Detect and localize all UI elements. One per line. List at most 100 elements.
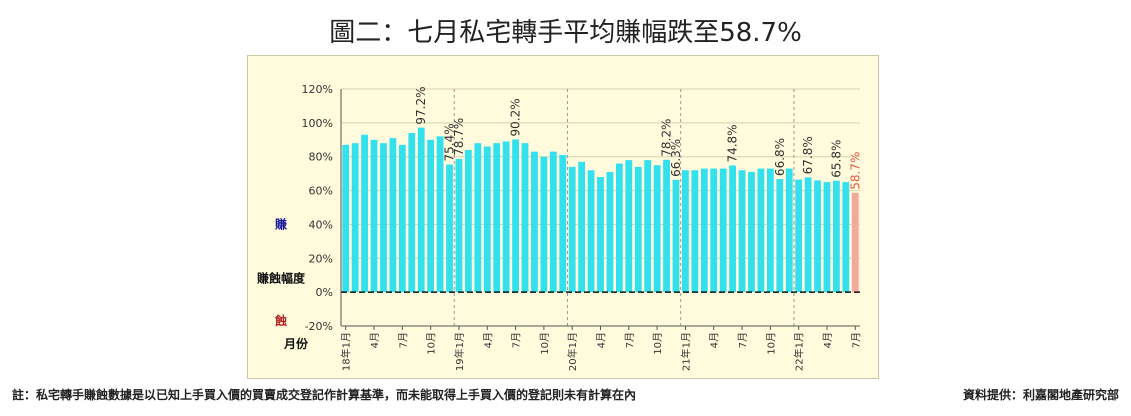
bar (398, 144, 406, 293)
bar (531, 151, 538, 293)
bar (493, 143, 501, 293)
x-tick-label: 7月 (511, 332, 523, 348)
y-tick-label: 40% (309, 218, 333, 231)
y-tick-label: 80% (309, 151, 333, 164)
x-tick-label: 4月 (596, 332, 608, 348)
bar (757, 168, 765, 293)
gain-label: 賺 (275, 216, 287, 231)
x-tick-label: 22年1月 (793, 332, 806, 371)
bar (851, 192, 859, 293)
x-tick-label: 21年1月 (679, 332, 692, 371)
bar (540, 156, 548, 293)
bar (710, 168, 718, 293)
bar (512, 139, 519, 293)
bar (766, 168, 774, 293)
x-tick-label: 20年1月 (566, 332, 579, 371)
bar (672, 179, 680, 293)
bar (842, 182, 850, 293)
x-tick-label: 7月 (850, 332, 862, 348)
bar (615, 163, 623, 293)
x-tick-label: 10月 (652, 332, 664, 355)
bar (738, 170, 746, 293)
bar (417, 127, 425, 293)
footnote: 註：私宅轉手賺蝕數據是以已知上手買入價的買賣成交登記作計算基準，而未能取得上手買… (12, 388, 637, 402)
bar-chart: -20% 0% 20% 40% 60% 80% 100% 120% 18年1月 4月 7月 10月 19… (257, 83, 862, 371)
y-tick-label: 120% (302, 83, 333, 96)
bar (691, 170, 699, 293)
data-label: 66.8% (773, 138, 787, 176)
x-tick-label: 7月 (737, 332, 749, 348)
y-tick-label: -20% (305, 320, 333, 333)
data-label: 75.4% (443, 123, 457, 161)
data-label: 58.7% (848, 152, 862, 190)
data-label: 90.2% (509, 98, 523, 136)
bar (380, 143, 387, 293)
bar (823, 182, 831, 293)
bar (700, 168, 708, 293)
bar (370, 139, 378, 293)
bar (833, 180, 840, 293)
bar (597, 177, 604, 293)
x-tick-label: 4月 (369, 332, 381, 348)
x-tick-label: 4月 (822, 332, 834, 348)
x-tick-label: 10月 (426, 332, 438, 355)
loss-label: 蝕 (274, 313, 287, 328)
bar (559, 155, 567, 293)
x-tick-label: 4月 (482, 332, 494, 348)
y-tick-label: 100% (302, 117, 333, 130)
data-label: 97.2% (414, 86, 428, 124)
bar (653, 165, 661, 293)
x-tick-label: 7月 (624, 332, 636, 348)
chart-title: 圖二：七月私宅轉手平均賺幅跌至58.7% (329, 18, 802, 48)
bar (342, 144, 350, 293)
bar (625, 160, 633, 293)
bar (389, 138, 397, 293)
bar (521, 143, 529, 293)
bar (644, 160, 652, 293)
bar (719, 168, 727, 293)
data-label: 78.7% (452, 118, 466, 156)
bar (729, 165, 737, 293)
bar (578, 161, 586, 293)
x-tick-label: 18年1月 (340, 332, 353, 371)
data-label: 78.2% (660, 119, 674, 157)
bar (436, 136, 444, 293)
bar (351, 143, 359, 293)
bar (502, 141, 510, 293)
bar (682, 170, 689, 293)
source-credit: 資料提供：利嘉閣地產研究部 (962, 388, 1119, 402)
bar (663, 159, 670, 293)
bar (776, 179, 784, 293)
x-tick-label: 4月 (709, 332, 721, 348)
x-tick-label: 7月 (397, 332, 409, 348)
y-axis-label: 賺蝕幅度 (257, 271, 306, 286)
bar (427, 139, 435, 293)
bar (549, 151, 557, 293)
bar (814, 180, 821, 293)
data-label: 66.3% (669, 139, 683, 177)
x-tick-label: 10月 (539, 332, 551, 355)
data-label: 67.8% (801, 136, 815, 174)
bar (408, 133, 416, 293)
y-tick-label: 0% (316, 286, 333, 299)
x-tick-label: 19年1月 (453, 332, 466, 371)
bar (446, 164, 453, 293)
bar (606, 171, 614, 293)
bar (361, 134, 368, 293)
bar (587, 170, 595, 293)
x-tick-label: 10月 (765, 332, 777, 355)
x-axis-label: 月份 (283, 336, 309, 351)
bar (795, 179, 803, 293)
chart-panel: -20% 0% 20% 40% 60% 80% 100% 120% 18年1月 4月 7月 10月 19… (247, 55, 879, 379)
bar (748, 171, 755, 293)
bar (568, 166, 576, 293)
bar (634, 166, 642, 293)
bar (785, 168, 793, 293)
bar (455, 158, 463, 293)
bar (474, 143, 482, 293)
bar (804, 177, 812, 293)
data-label: 74.8% (726, 124, 740, 162)
bar (483, 146, 491, 293)
y-tick-label: 20% (309, 252, 333, 265)
data-label: 65.8% (829, 140, 843, 178)
